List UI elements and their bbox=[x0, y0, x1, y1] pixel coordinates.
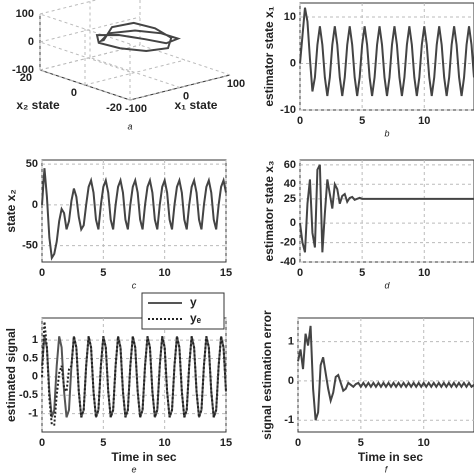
y-tick-label: 0 bbox=[290, 217, 296, 229]
data-line bbox=[297, 325, 474, 421]
x-tick-label: 10 bbox=[418, 115, 430, 127]
panel-caption: b bbox=[384, 128, 389, 138]
y-tick-label: 60 bbox=[284, 159, 296, 171]
x-tick-label: 15 bbox=[220, 267, 232, 279]
data-line bbox=[41, 168, 227, 261]
y-tick-label: 0 bbox=[32, 199, 38, 211]
panel-caption: f bbox=[385, 464, 389, 474]
y-tick-label: 20 bbox=[20, 72, 32, 84]
grid-line bbox=[129, 74, 231, 101]
legend-label: yₑ bbox=[190, 311, 202, 325]
panel-caption: c bbox=[132, 280, 137, 290]
x-tick-label: 15 bbox=[220, 437, 232, 449]
y-tick-label: -20 bbox=[106, 102, 122, 114]
x-axis-label: Time in sec bbox=[111, 450, 176, 464]
trajectory bbox=[95, 21, 181, 53]
y-tick-label: 0 bbox=[288, 375, 294, 387]
z-tick-label: 0 bbox=[28, 36, 34, 48]
legend-box bbox=[141, 292, 225, 330]
y-tick-label: -1 bbox=[28, 408, 38, 420]
y-tick-label: -20 bbox=[280, 236, 296, 248]
x-tick-label: 5 bbox=[100, 267, 106, 279]
x-tick-label: 5 bbox=[100, 437, 106, 449]
x-tick-label: 10 bbox=[418, 267, 430, 279]
grid-line bbox=[39, 13, 131, 45]
panel-caption: d bbox=[384, 280, 390, 290]
grid-line bbox=[89, 57, 181, 88]
y-axis-label: signal estimation error bbox=[260, 310, 274, 440]
x-tick-label: 0 bbox=[39, 437, 45, 449]
y-tick-label: 0 bbox=[290, 57, 296, 69]
plot-frame bbox=[299, 159, 474, 263]
y-axis-label: estimated signal bbox=[4, 328, 18, 422]
y-tick-label: -10 bbox=[280, 104, 296, 116]
y-tick-label: 0 bbox=[32, 371, 38, 383]
panel-caption: a bbox=[127, 121, 132, 131]
x-axis-label: Time in sec bbox=[358, 450, 423, 464]
x-tick-label: 10 bbox=[159, 267, 171, 279]
x-tick-label: -100 bbox=[125, 103, 147, 115]
y-tick-label: -0.5 bbox=[19, 389, 38, 401]
y-tick-label: 50 bbox=[26, 158, 38, 170]
y-tick-label: -50 bbox=[22, 240, 38, 252]
x-tick-label: 10 bbox=[418, 437, 430, 449]
y-tick-label: 25 bbox=[284, 193, 296, 205]
x-tick-label: 5 bbox=[359, 115, 365, 127]
y-tick-label: 1 bbox=[32, 334, 38, 346]
y-tick-label: 1 bbox=[288, 335, 294, 347]
grid-line bbox=[84, 59, 186, 86]
x-tick-label: 0 bbox=[39, 267, 45, 279]
x-tick-label: 0 bbox=[297, 115, 303, 127]
x-tick-label: 10 bbox=[159, 437, 171, 449]
x-tick-label: 0 bbox=[295, 437, 301, 449]
data-line bbox=[299, 7, 474, 97]
y-tick-label: 0 bbox=[71, 87, 77, 99]
y-axis-label: estimator state x₃ bbox=[262, 161, 276, 262]
plot-frame bbox=[297, 317, 474, 433]
y-axis-label: x₂ state bbox=[16, 98, 60, 112]
y-tick-label: 10 bbox=[284, 11, 296, 23]
x-axis-label: x₁ state bbox=[175, 98, 218, 112]
x-tick-label: 0 bbox=[297, 267, 303, 279]
x-tick-label: 100 bbox=[227, 78, 245, 90]
grid-line bbox=[39, 16, 141, 43]
data-line bbox=[41, 321, 227, 426]
legend-label: y bbox=[190, 295, 197, 309]
x-tick-label: 5 bbox=[358, 437, 364, 449]
grid-line bbox=[39, 69, 131, 101]
y-tick-label: 0.5 bbox=[23, 352, 38, 364]
y-tick-label: -40 bbox=[280, 256, 296, 268]
panel-caption: e bbox=[131, 464, 136, 474]
y-axis-label: estimator state x₁ bbox=[262, 6, 276, 106]
y-tick-label: 40 bbox=[284, 178, 296, 190]
z-tick-label: -100 bbox=[12, 64, 34, 76]
grid-line bbox=[39, 41, 131, 73]
y-axis-label: state x₂ bbox=[4, 189, 18, 232]
plot-frame bbox=[41, 159, 227, 263]
y-tick-label: -1 bbox=[284, 414, 294, 426]
z-tick-label: 100 bbox=[16, 8, 34, 20]
data-line bbox=[299, 164, 474, 253]
x-tick-label: 0 bbox=[183, 90, 189, 102]
x-tick-label: 5 bbox=[359, 267, 365, 279]
